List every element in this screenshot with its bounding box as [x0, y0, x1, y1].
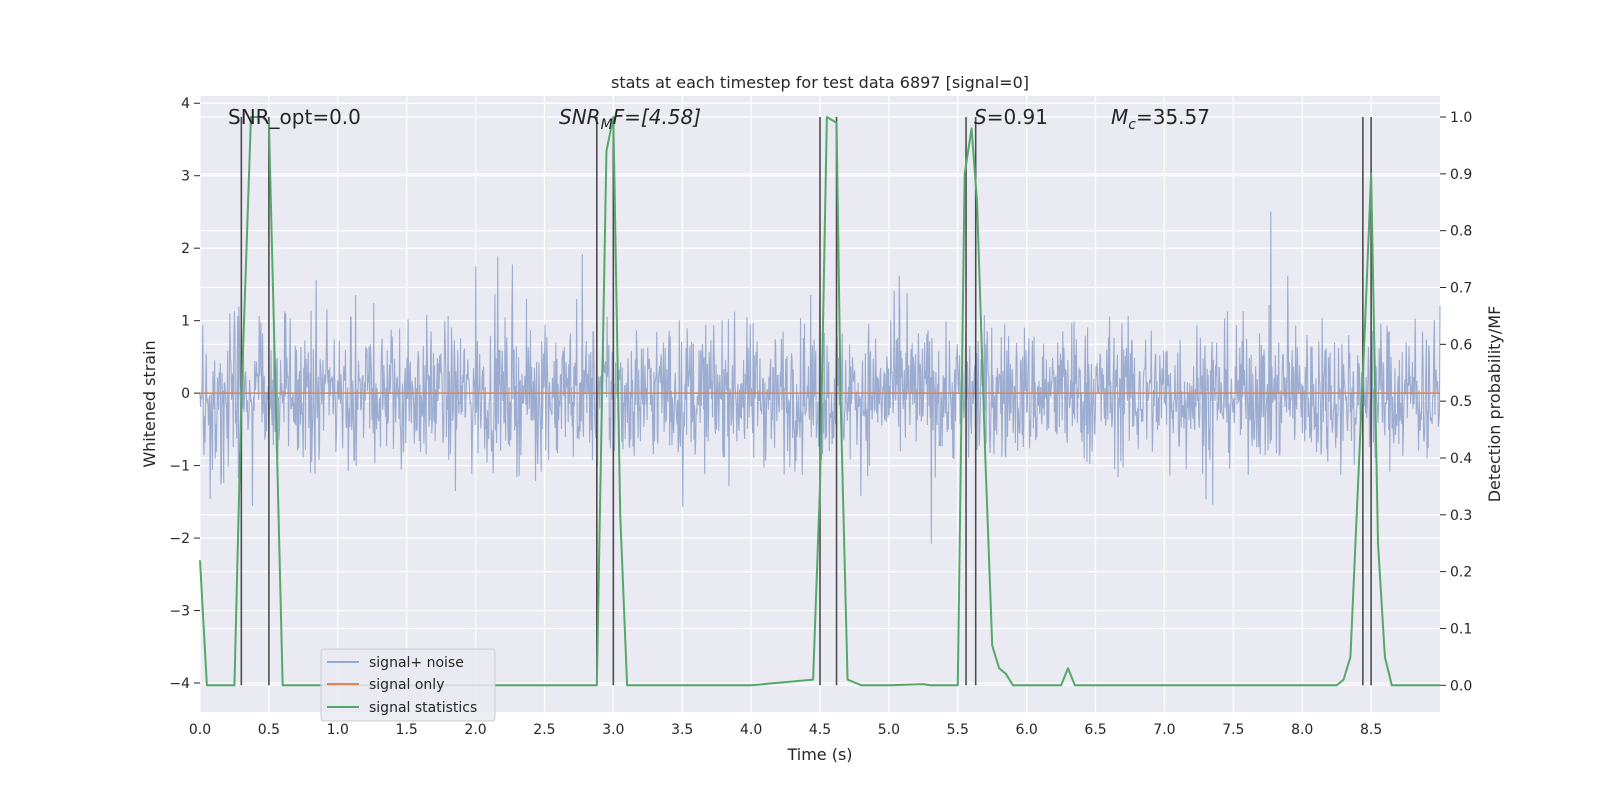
- s-main: S: [974, 105, 987, 129]
- y-tick-label: 1: [181, 314, 190, 330]
- legend-box: [320, 648, 496, 722]
- x-tick-label: 7.5: [1222, 722, 1244, 738]
- y2-tick-label: 0.0: [1450, 678, 1472, 694]
- y-tick-label: −1: [169, 459, 190, 475]
- y2-tick-label: 0.6: [1450, 337, 1472, 353]
- x-tick-label: 1.5: [396, 722, 418, 738]
- x-tick-label: 0.0: [189, 722, 211, 738]
- x-tick-label: 4.0: [740, 722, 762, 738]
- y2-axis-label: Detection probability/MF: [1485, 306, 1504, 503]
- y2-tick-label: 0.3: [1450, 508, 1472, 524]
- x-tick-label: 5.5: [947, 722, 969, 738]
- mc-main: M: [1111, 105, 1128, 129]
- mc-rest: =35.57: [1136, 105, 1210, 129]
- y2-tick-label: 0.4: [1450, 451, 1472, 467]
- legend-label-signal-only: signal only: [369, 677, 444, 693]
- x-tick-label: 8.0: [1291, 722, 1313, 738]
- signal-statistics-line: [199, 116, 1440, 687]
- x-tick-label: 7.0: [1153, 722, 1175, 738]
- snr-mf-rest: F=[4.58]: [613, 105, 701, 129]
- snr-mf-annotation: SNRMF=[4.58]: [559, 105, 701, 133]
- x-tick-label: 6.0: [1016, 722, 1038, 738]
- y2-tick-label: 0.5: [1450, 394, 1472, 410]
- x-tick-label: 4.5: [809, 722, 831, 738]
- y-tick-label: −4: [169, 676, 190, 692]
- s-rest: =0.91: [987, 105, 1048, 129]
- snr-mf-main: SNR: [559, 105, 601, 129]
- x-tick-label: 2.5: [533, 722, 555, 738]
- mc-sub: c: [1128, 117, 1136, 133]
- x-tick-label: 8.5: [1360, 722, 1382, 738]
- x-tick-label: 5.0: [878, 722, 900, 738]
- s-annotation: S=0.91: [974, 105, 1048, 129]
- y2-tick-label: 0.8: [1450, 224, 1472, 240]
- x-tick-label: 1.0: [327, 722, 349, 738]
- y2-tick-label: 0.9: [1450, 167, 1472, 183]
- y2-tick-label: 0.2: [1450, 565, 1472, 581]
- snr-mf-sub: M: [601, 117, 613, 133]
- x-tick-label: 3.5: [671, 722, 693, 738]
- chart-title: stats at each timestep for test data 689…: [611, 73, 1029, 92]
- y-tick-label: −3: [169, 604, 190, 620]
- tick-labels: 0.0 0.5 1.0 1.5 2.0 2.5 3.0 3.5 4.0 4.5 5.0 5.5 6.0 6…: [169, 96, 1472, 738]
- legend-label-signal-statistics: signal statistics: [369, 700, 477, 716]
- signal-statistics-series: [199, 116, 1440, 687]
- y-tick-label: 0: [181, 386, 190, 402]
- legend-label-signal-noise: signal+ noise: [369, 655, 464, 671]
- y-tick-label: 4: [181, 96, 190, 112]
- y2-tick-label: 0.1: [1450, 621, 1472, 637]
- y-tick-label: 3: [181, 169, 190, 185]
- mc-annotation: Mc=35.57: [1111, 105, 1210, 133]
- y-axis-label: Whitened strain: [140, 340, 159, 467]
- x-axis-label: Time (s): [786, 745, 852, 764]
- x-tick-label: 0.5: [258, 722, 280, 738]
- y-tick-label: 2: [181, 241, 190, 257]
- y2-tick-label: 0.7: [1450, 281, 1472, 297]
- y2-tick-label: 1.0: [1450, 110, 1472, 126]
- x-tick-label: 3.0: [602, 722, 624, 738]
- y-tick-label: −2: [169, 531, 190, 547]
- x-tick-label: 6.5: [1084, 722, 1106, 738]
- x-tick-label: 2.0: [464, 722, 486, 738]
- snr-opt-annotation: SNR_opt=0.0: [228, 105, 361, 129]
- legend: signal+ noise signal only signal statist…: [320, 648, 496, 722]
